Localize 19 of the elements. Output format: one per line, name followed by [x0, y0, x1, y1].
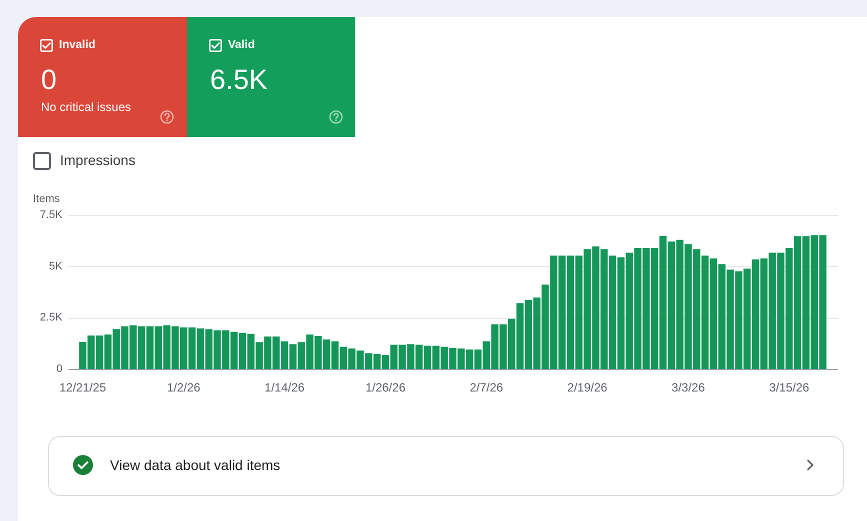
x-tick-label: 3/15/26 [769, 380, 810, 395]
y-tick-label: 7.5K [40, 209, 64, 222]
y-tick-label: 2.5K [40, 312, 64, 324]
x-tick-label: 1/14/26 [264, 380, 305, 395]
x-tick-label: 1/26/26 [365, 380, 406, 395]
x-tick-label: 2/7/26 [470, 380, 504, 395]
text: No critical issues [41, 100, 132, 114]
x-tick-label: 1/2/26 [166, 380, 201, 395]
y-axis-title: Items [33, 192, 60, 206]
x-tick-label: 2/19/26 [567, 380, 608, 395]
x-tick-label: 12/21/25 [59, 380, 106, 395]
text: Impressions [60, 152, 136, 169]
text: View data about valid items [110, 457, 280, 474]
y-tick-label: 5K [49, 260, 64, 272]
x-tick-label: 3/3/26 [672, 380, 706, 395]
y-tick-label: 0 [56, 363, 62, 376]
text: 6.5K [210, 64, 268, 95]
category-label: Valid [228, 38, 255, 52]
category-label: Invalid [59, 38, 96, 52]
